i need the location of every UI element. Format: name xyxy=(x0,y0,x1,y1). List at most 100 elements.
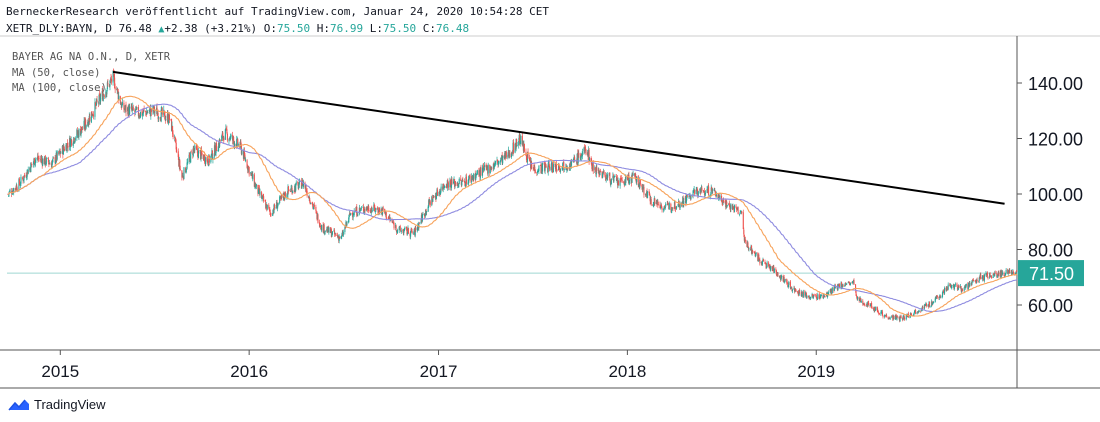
candle-body xyxy=(969,282,971,287)
candle-body xyxy=(283,192,285,198)
candle-body xyxy=(288,190,290,191)
candle-body xyxy=(184,167,187,173)
candle-body xyxy=(395,225,397,230)
candle-body xyxy=(446,180,448,188)
candle-body xyxy=(574,156,576,162)
candle-body xyxy=(359,210,361,211)
candle-body xyxy=(31,164,33,165)
candle-body xyxy=(465,176,468,184)
legend-ma50[interactable]: MA (50, close) xyxy=(12,67,101,79)
candle-body xyxy=(273,204,276,209)
candle-body xyxy=(362,206,365,212)
candle-body xyxy=(946,286,948,290)
candle-body xyxy=(797,292,799,294)
candle-body xyxy=(1005,269,1007,273)
candle-body xyxy=(487,164,489,174)
candle-body xyxy=(1015,271,1018,274)
candle-body xyxy=(19,184,22,186)
candle-body xyxy=(200,149,203,154)
candle-body xyxy=(298,180,300,185)
candle-body xyxy=(580,154,582,158)
candle-body xyxy=(857,296,859,299)
candle-body xyxy=(9,190,11,192)
up-arrow-icon: ▲ xyxy=(158,24,165,35)
candle-body xyxy=(580,157,582,160)
candle-body xyxy=(565,167,567,170)
candle-body xyxy=(971,280,974,282)
candle-body xyxy=(864,305,866,306)
candle-body xyxy=(240,141,242,146)
candle-body xyxy=(978,281,980,283)
candle-body xyxy=(177,151,179,158)
candle-body xyxy=(214,153,217,155)
candle-body xyxy=(674,202,676,209)
candle-body xyxy=(471,176,473,183)
candle-body xyxy=(351,213,353,215)
candle-body xyxy=(594,167,596,172)
candle-body xyxy=(610,178,612,185)
candle-body xyxy=(44,155,46,165)
candle-body xyxy=(529,157,531,161)
candle-body xyxy=(860,300,862,303)
candle-body xyxy=(932,303,934,305)
legend-ma100[interactable]: MA (100, close) xyxy=(12,82,107,94)
candle-body xyxy=(250,172,252,174)
candle-body xyxy=(80,131,82,136)
candle-body xyxy=(761,260,763,265)
candle-body xyxy=(917,311,919,313)
candle-body xyxy=(200,149,202,159)
candle-body xyxy=(786,278,788,283)
candle-body xyxy=(848,282,850,283)
candle-body xyxy=(392,221,394,223)
candle-body xyxy=(36,157,38,160)
candle-body xyxy=(773,268,775,273)
candle-body xyxy=(360,207,362,209)
candle-body xyxy=(996,272,998,278)
candle-body xyxy=(924,304,926,306)
candle-body xyxy=(226,133,228,141)
candle-body xyxy=(382,207,384,210)
tradingview-brand[interactable]: TradingView xyxy=(8,397,106,412)
candle-body xyxy=(147,112,149,113)
candle-body xyxy=(418,222,420,229)
candle-body xyxy=(330,229,332,237)
candle-body xyxy=(164,111,166,120)
candle-body xyxy=(585,149,587,155)
candle-body xyxy=(205,157,207,165)
candle-body xyxy=(636,176,638,182)
legend-instrument[interactable]: BAYER AG NA O.N., D, XETR xyxy=(12,51,171,63)
candle-body xyxy=(871,302,873,308)
candle-body xyxy=(172,133,174,137)
candle-body xyxy=(263,196,265,202)
candle-body xyxy=(909,316,911,318)
candle-body xyxy=(88,121,90,125)
candle-body xyxy=(255,184,257,187)
candle-body xyxy=(929,306,931,308)
candle-body xyxy=(883,315,886,317)
candle-body xyxy=(998,272,1000,277)
candle-body xyxy=(704,194,706,196)
candle-body xyxy=(78,128,80,138)
candle-body xyxy=(686,195,688,197)
candle-body xyxy=(954,283,956,285)
candle-body xyxy=(13,188,15,193)
candle-body xyxy=(722,202,724,205)
candle-body xyxy=(980,274,982,280)
candle-body xyxy=(158,117,160,119)
last-price: 76.48 xyxy=(118,22,152,35)
candle-body xyxy=(791,289,793,292)
candle-body xyxy=(281,195,283,198)
candle-body xyxy=(187,161,189,164)
candle-body xyxy=(350,213,352,216)
candle-body xyxy=(74,141,76,143)
candle-body xyxy=(433,195,435,198)
candle-body xyxy=(51,162,53,168)
candle-body xyxy=(858,297,860,301)
candle-body xyxy=(271,214,273,216)
candle-body xyxy=(904,318,906,320)
candle-body xyxy=(337,234,339,238)
candle-body xyxy=(799,289,801,292)
candle-body xyxy=(690,194,692,199)
candle-body xyxy=(925,303,927,305)
